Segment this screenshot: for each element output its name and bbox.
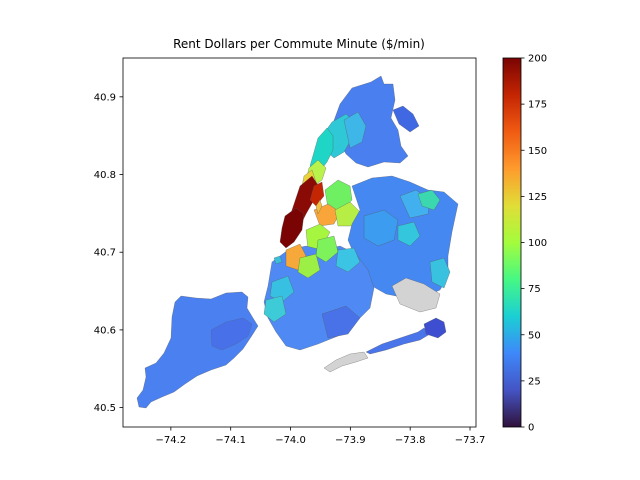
y-tick-label: 40.8 <box>94 170 116 181</box>
y-tick-label: 40.5 <box>94 403 116 414</box>
region-southeast-brooklyn <box>321 305 361 339</box>
region-staten-island-east <box>210 317 253 351</box>
region-jamaica <box>397 221 421 247</box>
region-bay-ridge <box>263 295 287 323</box>
region-lower-manhattan <box>279 207 305 249</box>
region-bayside <box>417 189 441 211</box>
colorbar-axis: 0 25 50 75 100 125 150 175 200 <box>521 54 547 434</box>
region-bronx-east <box>392 105 420 133</box>
x-tick-label: −74.2 <box>156 435 187 446</box>
y-tick-label: 40.7 <box>94 248 116 259</box>
region-breezy-point <box>323 351 369 373</box>
colorbar-tick-label: 0 <box>528 423 534 434</box>
colorbar-tick-label: 150 <box>528 146 547 157</box>
region-queens-central <box>363 209 399 247</box>
region-sunset-park <box>269 275 295 303</box>
map-area <box>136 75 459 409</box>
colorbar-tick-label: 75 <box>528 284 541 295</box>
x-axis: −74.2 −74.1 −74.0 −73.9 −73.8 −73.7 <box>156 427 486 446</box>
colorbar-tick-label: 175 <box>528 100 547 111</box>
region-bronx-central <box>343 111 367 149</box>
region-rockaway-east <box>423 317 447 339</box>
x-tick-label: −74.0 <box>275 435 306 446</box>
region-staten-island <box>136 291 259 409</box>
colorbar-tick-label: 200 <box>528 54 547 65</box>
region-jfk-airport <box>391 277 441 313</box>
x-tick-label: −74.1 <box>215 435 246 446</box>
region-williamsburg <box>315 235 339 263</box>
region-queens-east <box>429 257 451 289</box>
colorbar-tick-label: 25 <box>528 376 541 387</box>
chart-title: Rent Dollars per Commute Minute ($/min) <box>173 37 425 51</box>
x-tick-label: −73.7 <box>455 435 486 446</box>
region-governors-island <box>273 255 283 265</box>
region-park-slope <box>297 253 321 279</box>
colorbar <box>502 57 522 428</box>
region-roosevelt-island <box>315 199 323 215</box>
y-tick-label: 40.9 <box>94 92 116 103</box>
colorbar-tick-label: 50 <box>528 330 541 341</box>
y-axis: 40.5 40.6 40.7 40.8 40.9 <box>94 92 123 414</box>
x-tick-label: −73.8 <box>395 435 426 446</box>
colorbar-tick-label: 100 <box>528 238 547 249</box>
colorbar-tick-label: 125 <box>528 192 547 203</box>
x-tick-label: −73.9 <box>335 435 366 446</box>
region-bushwick <box>335 247 361 273</box>
y-tick-label: 40.6 <box>94 325 116 336</box>
